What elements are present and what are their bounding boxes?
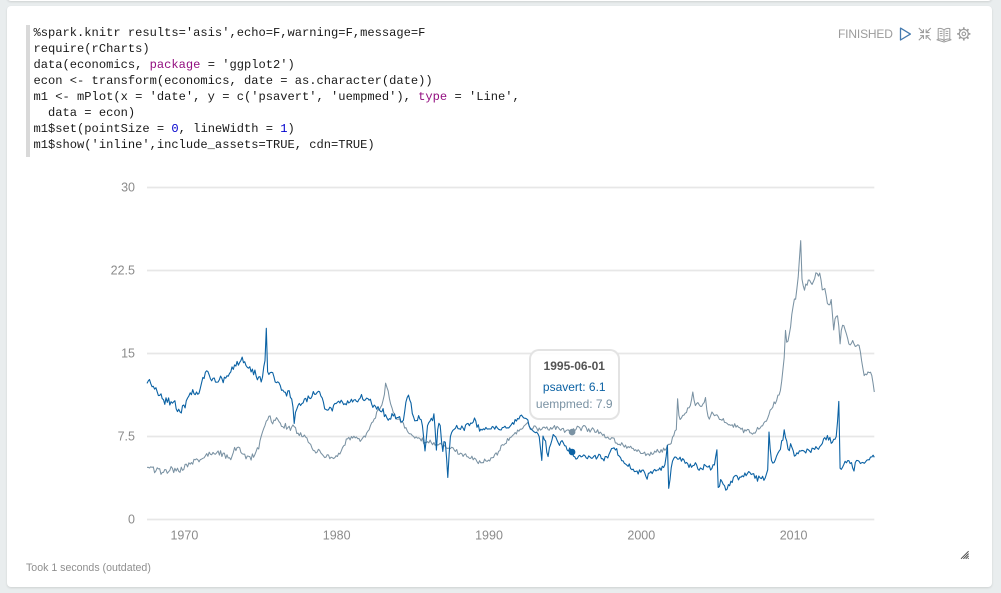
svg-text:1970: 1970 [170, 529, 198, 543]
svg-text:1990: 1990 [475, 529, 503, 543]
svg-text:2010: 2010 [780, 529, 808, 543]
svg-text:22.5: 22.5 [111, 264, 135, 278]
svg-text:15: 15 [121, 347, 135, 361]
svg-text:7.5: 7.5 [118, 430, 135, 444]
svg-text:0: 0 [128, 513, 135, 527]
svg-text:30: 30 [121, 181, 135, 195]
svg-text:2000: 2000 [627, 529, 655, 543]
svg-text:1980: 1980 [323, 529, 351, 543]
